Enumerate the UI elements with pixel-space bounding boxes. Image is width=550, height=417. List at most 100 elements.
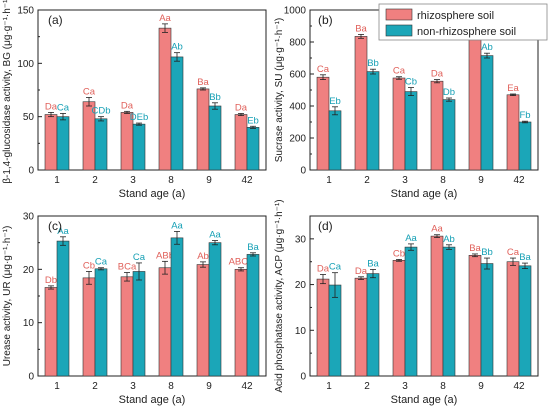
plot-frame [309,215,539,377]
bar-non-rhizosphere [480,55,494,171]
bar-non-rhizosphere [328,284,342,377]
bar-non-rhizosphere [480,263,494,377]
x-tick-label: 9 [206,175,212,186]
bar-rhizosphere [392,77,406,171]
y-axis-title: Urease activity, UR (μg·g⁻¹·h⁻¹) [2,226,13,367]
significance-label: Ab [443,234,455,245]
significance-label: Ca [133,252,146,263]
y-axis-title: Sucrase activity, SU (μg·g⁻¹·h⁻¹) [274,18,285,163]
significance-label: Ca [329,262,342,273]
significance-label: Db [45,275,57,286]
x-tick-label: 8 [168,381,174,392]
bar-rhizosphere [506,261,520,377]
x-tick-label: 8 [440,175,446,186]
significance-label: Ab [171,42,183,53]
y-tick-label: 30 [295,234,307,245]
x-tick-label: 8 [168,175,174,186]
significance-label: Ab [197,251,209,262]
significance-label: Da [355,266,368,277]
significance-label: Aa [431,224,443,235]
bar-rhizosphere [234,269,248,377]
significance-label: Bb [481,247,493,258]
significance-label: CDb [91,106,110,117]
x-tick-label: 3 [130,381,136,392]
x-axis-title: Stand age (a) [391,394,458,406]
x-tick-label: 2 [92,381,98,392]
bar-non-rhizosphere [132,271,146,377]
significance-label: Ba [367,258,379,269]
bar-rhizosphere [158,27,172,171]
significance-label: DEb [130,112,148,123]
y-tick-label: 0 [300,166,306,177]
significance-label: ABCb [229,257,254,268]
bar-non-rhizosphere [366,273,380,377]
x-tick-label: 42 [513,175,525,186]
y-tick-label: 600 [289,70,306,81]
bar-rhizosphere [44,287,58,377]
x-axis-title: Stand age (a) [119,188,186,200]
panel-label: (a) [48,13,63,27]
x-tick-label: 2 [364,175,370,186]
bar-rhizosphere [196,264,210,377]
x-tick-label: 2 [92,175,98,186]
chart-panel-2: 020040060080010001CaEb2BaBb3CaCb8DaDb9Aa… [274,6,539,200]
panel-label: (c) [48,219,62,233]
x-tick-label: 9 [478,381,484,392]
bar-non-rhizosphere [328,110,342,171]
y-tick-label: 100 [17,59,34,70]
significance-label: Bb [209,92,221,103]
y-tick-label: 0 [300,372,306,383]
x-axis-title: Stand age (a) [119,394,186,406]
x-tick-label: 42 [241,175,253,186]
significance-label: BCa [118,262,137,273]
significance-label: Db [443,87,455,98]
x-tick-label: 1 [54,381,60,392]
significance-label: Ba [519,252,531,263]
bar-non-rhizosphere [246,254,260,377]
plot-frame [37,215,267,377]
x-tick-label: 8 [440,381,446,392]
y-axis-title: Acid phosphatase activity, ACP (μg·g⁻¹·h… [274,199,285,392]
significance-label: Aa [405,233,417,244]
significance-label: Ba [469,243,481,254]
bar-non-rhizosphere [518,121,532,171]
y-tick-label: 400 [289,102,306,113]
x-tick-label: 2 [364,381,370,392]
bar-rhizosphere [234,114,248,171]
bar-rhizosphere [354,277,368,377]
bar-rhizosphere [392,260,406,377]
significance-label: Bb [367,58,379,69]
bar-rhizosphere [430,80,444,171]
significance-label: Ab [481,42,493,53]
y-tick-label: 1000 [284,6,307,17]
significance-label: Aa [159,13,171,24]
bar-non-rhizosphere [56,116,70,171]
y-tick-label: 20 [23,265,35,276]
y-tick-label: 20 [295,280,307,291]
significance-label: Da [235,102,248,113]
legend: rhizosphere soil non-rhizosphere soil [378,3,548,41]
significance-label: Aa [209,230,221,241]
significance-label: Eb [329,96,341,107]
significance-label: Ca [393,66,406,77]
bar-non-rhizosphere [404,246,418,377]
significance-label: Cb [405,77,417,88]
bar-non-rhizosphere [94,268,108,377]
significance-label: Aa [171,220,183,231]
bar-rhizosphere [196,88,210,171]
y-tick-label: 800 [289,38,306,49]
significance-label: Cb [83,260,95,271]
legend-label-non-rhizosphere: non-rhizosphere soil [417,26,516,38]
bar-rhizosphere [158,267,172,377]
bar-rhizosphere [354,36,368,171]
bar-non-rhizosphere [94,118,108,171]
bar-non-rhizosphere [366,71,380,171]
bar-non-rhizosphere [132,123,146,171]
significance-label: Cb [393,248,405,259]
bar-rhizosphere [468,24,482,171]
panel-label: (d) [318,219,333,233]
significance-label: Da [317,264,330,275]
